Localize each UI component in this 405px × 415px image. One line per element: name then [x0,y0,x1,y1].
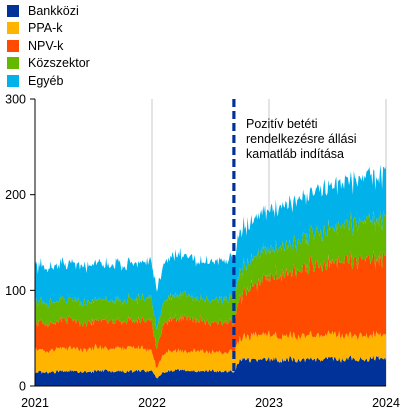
x-tick-label: 2021 [21,396,49,410]
y-tick-label: 300 [5,93,26,107]
annotation-line: rendelkezésre állási [246,132,357,146]
legend-label: Egyéb [28,73,64,88]
legend-swatch [7,39,19,52]
area-series-ppa-k [35,329,386,379]
legend-label: Bankközi [28,3,79,18]
axes: 0 100 200 300 2021 2022 2023 2024 [5,93,400,411]
x-tick-label: 2024 [372,396,400,410]
legend-label: Közszektor [28,56,90,71]
legend-label: PPA-k [28,21,63,36]
legend-item-bankkozi: Bankközi [7,2,90,20]
legend-label: NPV-k [28,38,64,53]
legend-swatch [7,22,19,35]
area-series-npv-k [35,250,386,368]
legend-item-kozszektor: Közszektor [7,55,90,73]
legend-swatch [7,74,19,87]
area-series-egyéb [35,164,386,330]
area-series-bankközi [35,355,386,386]
area-series-group [35,164,386,386]
legend: Bankközi PPA-k NPV-k Közszektor Egyéb [7,2,90,90]
y-tick-label: 100 [5,284,26,298]
legend-item-npv: NPV-k [7,37,90,55]
legend-item-egyeb: Egyéb [7,72,90,90]
annotation-line: kamatláb indítása [246,147,344,161]
legend-item-ppa: PPA-k [7,20,90,38]
annotation-text: Pozitív betéti rendelkezésre állási kama… [246,117,356,162]
x-tick-label: 2022 [138,396,166,410]
annotation-line: Pozitív betéti [246,117,318,131]
y-tick-label: 200 [5,188,26,202]
area-series-közszektor [35,210,386,350]
y-tick-label: 0 [19,380,26,394]
x-tick-label: 2023 [255,396,283,410]
legend-swatch [7,4,19,17]
legend-swatch [7,57,19,70]
